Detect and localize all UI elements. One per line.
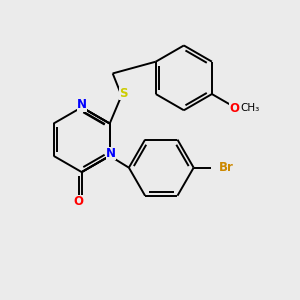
Text: O: O	[74, 195, 84, 208]
Text: N: N	[77, 98, 87, 111]
Text: Br: Br	[219, 161, 234, 174]
Text: CH₃: CH₃	[240, 103, 260, 113]
Text: S: S	[119, 87, 127, 100]
Text: O: O	[230, 102, 239, 115]
Text: N: N	[106, 147, 116, 160]
